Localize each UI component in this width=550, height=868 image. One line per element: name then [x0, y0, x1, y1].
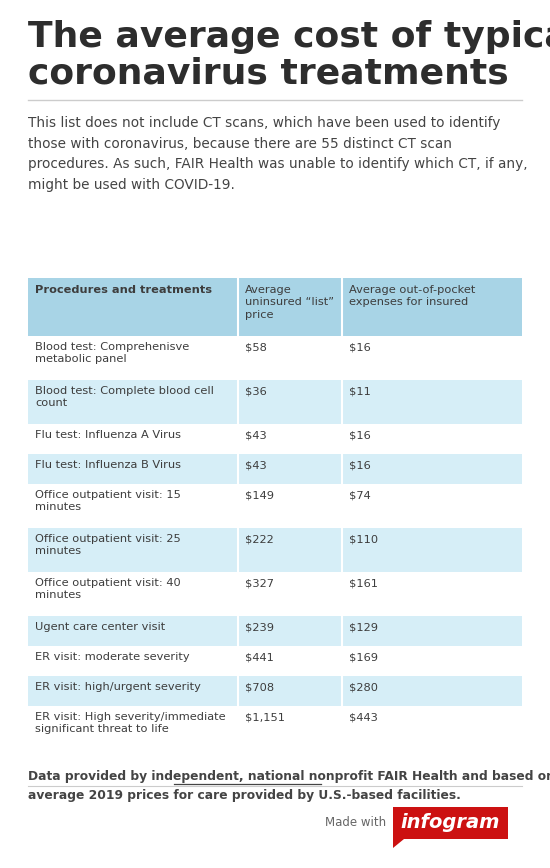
Text: Made with: Made with [325, 817, 386, 830]
Text: $1,151: $1,151 [245, 712, 285, 722]
FancyBboxPatch shape [28, 454, 522, 484]
Polygon shape [393, 839, 404, 848]
Text: The average cost of typical: The average cost of typical [28, 20, 550, 54]
Text: $222: $222 [245, 534, 274, 544]
FancyBboxPatch shape [28, 676, 522, 706]
Text: Office outpatient visit: 25
minutes: Office outpatient visit: 25 minutes [35, 534, 181, 556]
Text: infogram: infogram [401, 813, 500, 832]
Text: Ugent care center visit: Ugent care center visit [35, 622, 165, 632]
FancyBboxPatch shape [28, 380, 522, 424]
Text: Average
uninsured “list”
price: Average uninsured “list” price [245, 285, 334, 319]
Text: $169: $169 [349, 652, 378, 662]
Text: Blood test: Comprehenisve
metabolic panel: Blood test: Comprehenisve metabolic pane… [35, 342, 189, 365]
Text: $239: $239 [245, 622, 274, 632]
Text: $280: $280 [349, 682, 378, 692]
Text: Blood test: Complete blood cell
count: Blood test: Complete blood cell count [35, 386, 214, 409]
Text: $16: $16 [349, 430, 371, 440]
Text: $36: $36 [245, 386, 267, 396]
Text: Flu test: Influenza A Virus: Flu test: Influenza A Virus [35, 430, 181, 440]
FancyBboxPatch shape [28, 528, 522, 572]
Text: $443: $443 [349, 712, 377, 722]
FancyBboxPatch shape [28, 616, 522, 646]
Text: Office outpatient visit: 40
minutes: Office outpatient visit: 40 minutes [35, 578, 181, 601]
Text: Average out-of-pocket
expenses for insured: Average out-of-pocket expenses for insur… [349, 285, 475, 307]
Text: $441: $441 [245, 652, 274, 662]
Text: $43: $43 [245, 460, 267, 470]
FancyBboxPatch shape [28, 572, 522, 616]
Text: $161: $161 [349, 578, 378, 588]
Text: $149: $149 [245, 490, 274, 500]
FancyBboxPatch shape [28, 706, 522, 750]
Text: This list does not include CT scans, which have been used to identify
those with: This list does not include CT scans, whi… [28, 116, 527, 192]
Text: $129: $129 [349, 622, 378, 632]
FancyBboxPatch shape [28, 646, 522, 676]
Text: ER visit: High severity/immediate
significant threat to life: ER visit: High severity/immediate signif… [35, 712, 226, 734]
Text: Procedures and treatments: Procedures and treatments [35, 285, 212, 295]
FancyBboxPatch shape [393, 807, 508, 839]
Text: $708: $708 [245, 682, 274, 692]
Text: Flu test: Influenza B Virus: Flu test: Influenza B Virus [35, 460, 181, 470]
Text: Office outpatient visit: 15
minutes: Office outpatient visit: 15 minutes [35, 490, 181, 512]
Text: $110: $110 [349, 534, 378, 544]
Text: $11: $11 [349, 386, 371, 396]
FancyBboxPatch shape [28, 424, 522, 454]
FancyBboxPatch shape [28, 278, 522, 336]
Text: Data provided by independent, national nonprofit FAIR Health and based on nation: Data provided by independent, national n… [28, 770, 550, 801]
FancyBboxPatch shape [28, 336, 522, 380]
FancyBboxPatch shape [28, 484, 522, 528]
Text: $16: $16 [349, 342, 371, 352]
Text: $327: $327 [245, 578, 274, 588]
Text: ER visit: high/urgent severity: ER visit: high/urgent severity [35, 682, 201, 692]
Text: $58: $58 [245, 342, 267, 352]
Text: ER visit: moderate severity: ER visit: moderate severity [35, 652, 190, 662]
Text: $16: $16 [349, 460, 371, 470]
Text: $74: $74 [349, 490, 371, 500]
Text: coronavirus treatments: coronavirus treatments [28, 56, 509, 90]
Text: $43: $43 [245, 430, 267, 440]
